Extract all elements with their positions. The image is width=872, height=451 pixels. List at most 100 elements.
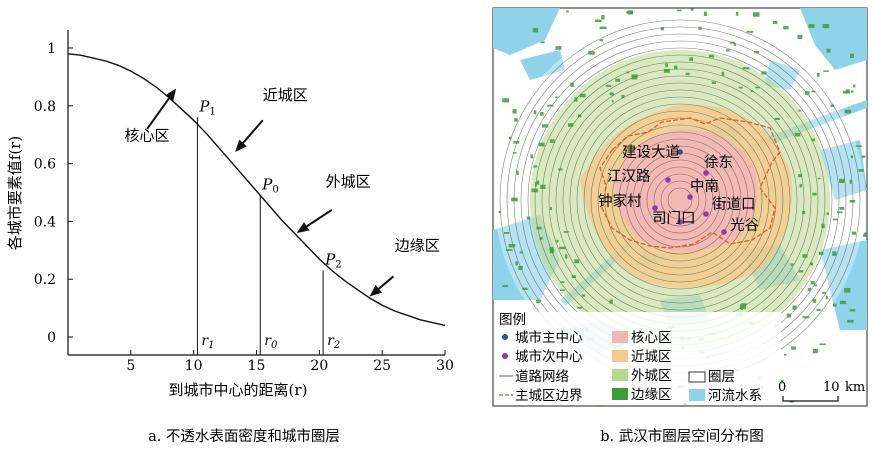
green-patch: [516, 170, 519, 175]
green-patch: [621, 94, 625, 99]
green-patch: [566, 10, 569, 13]
green-patch: [568, 123, 574, 127]
scale-unit: km: [845, 380, 865, 395]
green-patch: [818, 251, 824, 255]
green-patch: [540, 184, 546, 189]
main-center-icon: [502, 334, 508, 340]
green-patch: [825, 295, 828, 300]
zone-arrow-head: [165, 88, 177, 102]
green-patch: [817, 177, 821, 180]
ring-line: [597, 117, 763, 283]
legend-sub-center: 城市次中心: [515, 348, 583, 365]
outer-swatch: [612, 369, 628, 381]
green-patch: [864, 232, 867, 235]
green-patch: [844, 288, 851, 293]
green-patch: [685, 72, 690, 76]
green-patch: [502, 98, 510, 103]
edge-swatch: [612, 388, 628, 400]
green-patch: [549, 249, 555, 254]
green-patch: [805, 91, 810, 95]
green-patch: [849, 179, 852, 184]
green-patch: [571, 275, 576, 278]
green-patch: [802, 316, 810, 319]
main-center-dot: [677, 149, 683, 155]
green-patch: [839, 207, 845, 210]
green-patch: [740, 308, 744, 310]
green-patch: [574, 259, 580, 264]
green-patch: [665, 63, 668, 68]
green-patch: [833, 218, 839, 221]
point-label: P2: [324, 251, 341, 271]
x-tick-label: 10: [185, 358, 203, 374]
green-patch: [509, 136, 512, 140]
green-patch: [742, 67, 750, 70]
green-patch: [792, 305, 797, 310]
green-patch: [599, 26, 607, 30]
green-patch: [518, 266, 523, 270]
label-simenkou: 司门口: [652, 210, 696, 227]
green-patch: [729, 41, 735, 44]
ring-line: [625, 145, 735, 255]
green-patch: [798, 109, 801, 112]
green-patch: [498, 210, 502, 214]
green-patch: [738, 86, 743, 89]
green-patch: [741, 303, 747, 305]
green-patch: [783, 26, 789, 30]
green-patch: [508, 243, 516, 248]
zone-arrow-head: [296, 222, 310, 233]
green-patch: [609, 299, 613, 304]
line-chart: 5 10 15 20 25 30 0 0.2 0.4 0.6 0.8 1 r1 P1 r0 P0 r2 P2 核…: [6, 30, 454, 399]
green-patch: [631, 76, 638, 80]
green-patch: [739, 304, 746, 309]
green-patch: [725, 49, 730, 52]
water-body: [520, 50, 565, 80]
green-patch: [540, 112, 544, 116]
sub-center-icon: [502, 353, 508, 359]
green-patch: [814, 284, 817, 287]
legend-road: 道路网络: [515, 369, 569, 385]
green-patch: [555, 46, 562, 50]
green-patch: [549, 139, 555, 143]
green-patch: [534, 182, 537, 187]
green-patch: [519, 251, 523, 254]
green-patch: [533, 110, 537, 115]
r-label: r1: [201, 333, 214, 351]
edge-vegetation: [498, 8, 867, 406]
label-jiedaokou: 街道口: [712, 196, 756, 213]
green-patch: [698, 26, 702, 30]
zone-arrow-shaft: [306, 209, 333, 228]
city-centers: [652, 149, 727, 235]
green-patch: [855, 145, 862, 147]
green-patch: [539, 237, 543, 240]
green-patch: [615, 78, 621, 82]
green-patch: [784, 353, 787, 356]
green-patch: [559, 246, 566, 250]
sub-center-dot: [677, 219, 683, 225]
green-patch: [833, 303, 837, 307]
green-patch: [754, 51, 760, 54]
ring-line: [576, 96, 784, 304]
ring-line: [569, 89, 791, 311]
green-patch: [822, 292, 826, 294]
green-patch: [797, 34, 803, 40]
green-patch: [514, 118, 518, 122]
green-patch: [821, 223, 825, 229]
green-patch: [810, 262, 813, 266]
green-patch: [538, 142, 545, 147]
threshold-lines: r1 P1 r0 P0 r2 P2: [196, 97, 342, 355]
sub-center-dot: [665, 177, 671, 183]
green-patch: [626, 11, 633, 14]
green-patch: [755, 86, 760, 89]
green-patch: [502, 285, 509, 287]
r-label: r2: [327, 333, 340, 351]
green-patch: [849, 200, 856, 203]
green-patch: [850, 155, 854, 159]
green-patch: [858, 169, 864, 172]
green-patch: [526, 216, 531, 220]
green-patch: [798, 270, 804, 273]
green-patch: [504, 232, 510, 234]
green-patch: [512, 109, 517, 114]
green-patch: [811, 138, 816, 142]
green-patch: [660, 26, 664, 31]
